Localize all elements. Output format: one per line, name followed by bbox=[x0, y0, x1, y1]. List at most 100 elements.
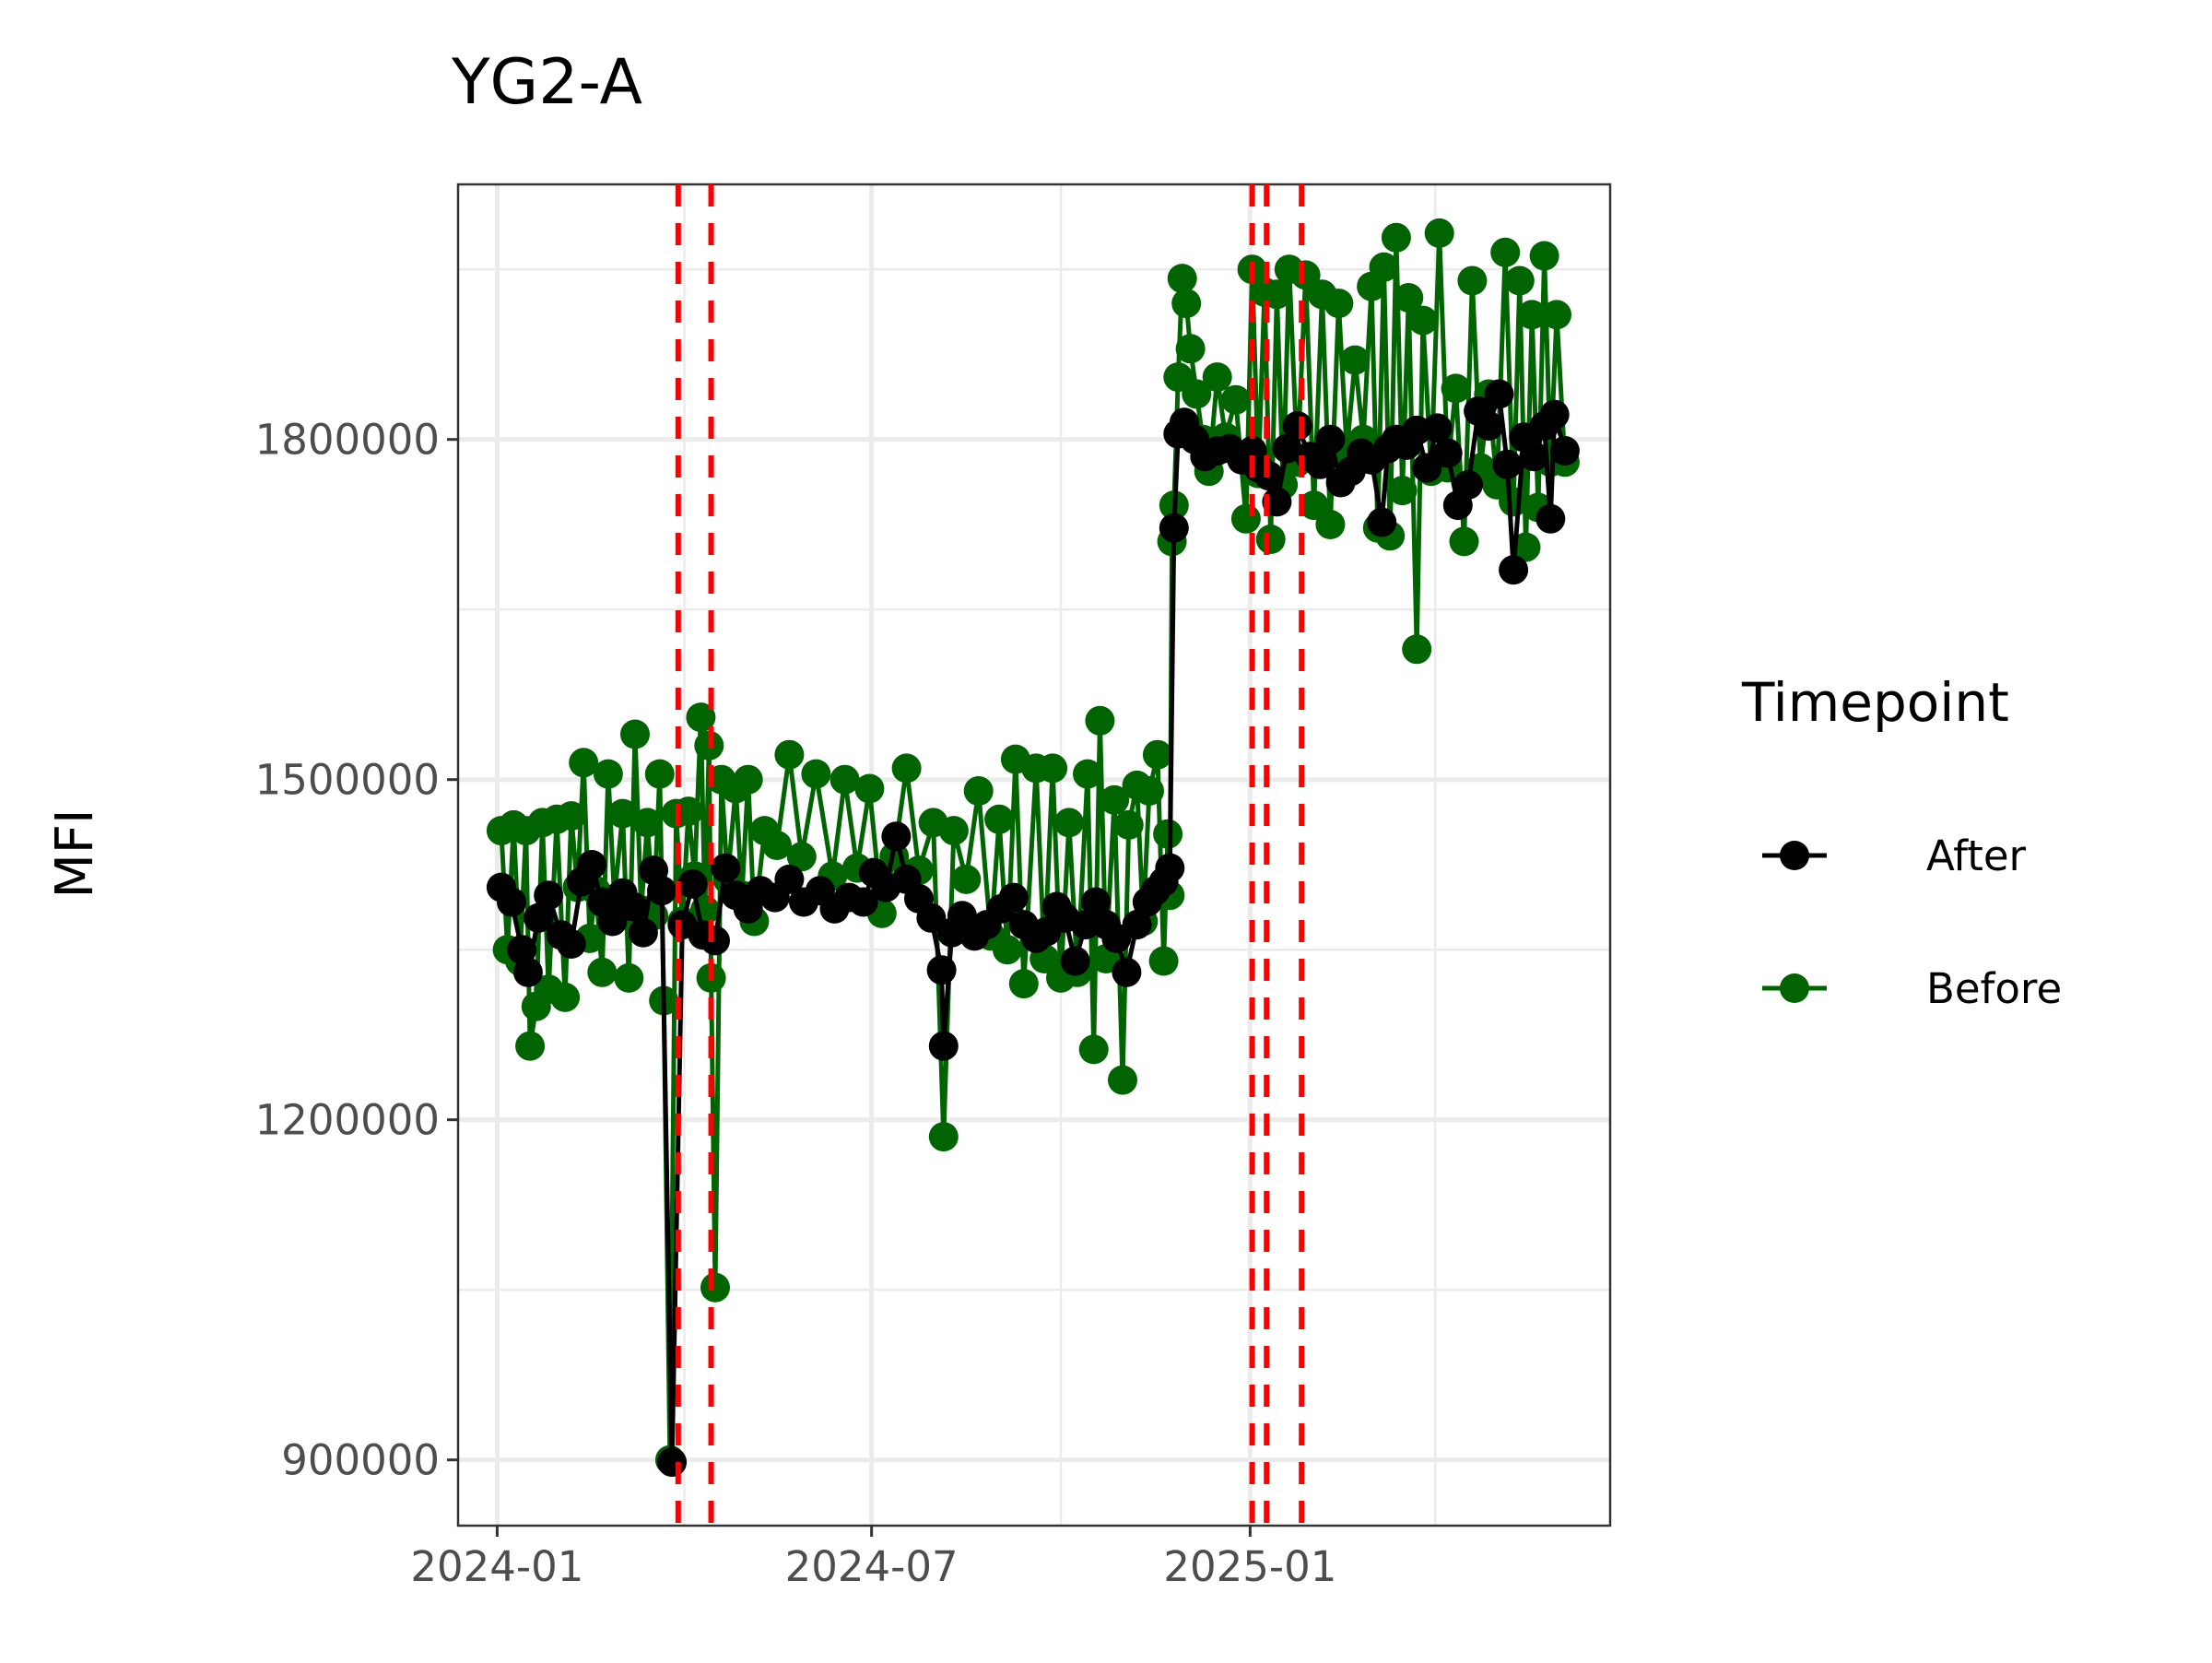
data-point-after bbox=[1122, 910, 1152, 940]
data-point-before bbox=[686, 702, 716, 733]
legend-title: Timepoint bbox=[1741, 671, 2009, 734]
data-point-after bbox=[497, 887, 526, 917]
data-point-before bbox=[801, 759, 831, 789]
data-point-before bbox=[1167, 264, 1197, 294]
data-point-after bbox=[1453, 469, 1483, 500]
data-point-after bbox=[1155, 853, 1185, 883]
data-point-before bbox=[1142, 739, 1172, 770]
data-point-after bbox=[916, 902, 947, 933]
data-point-before bbox=[1262, 279, 1292, 310]
data-point-before bbox=[1073, 759, 1102, 789]
data-point-before bbox=[928, 1122, 959, 1152]
data-point-before bbox=[1008, 969, 1039, 999]
data-point-after bbox=[1315, 424, 1346, 454]
data-point-before bbox=[1529, 241, 1559, 271]
data-point-before bbox=[830, 764, 860, 795]
data-point-after bbox=[628, 917, 658, 948]
data-point-before bbox=[569, 748, 599, 778]
data-point-after bbox=[998, 882, 1029, 913]
data-point-before bbox=[762, 831, 792, 860]
data-point-after bbox=[1432, 438, 1463, 468]
data-point-before bbox=[1441, 373, 1471, 404]
series-layer bbox=[486, 218, 1580, 1478]
data-point-after bbox=[524, 902, 554, 933]
data-point-before bbox=[1511, 532, 1541, 562]
data-point-after bbox=[1367, 507, 1397, 537]
data-point-before bbox=[938, 816, 969, 846]
data-point-after bbox=[597, 906, 628, 937]
data-point-before bbox=[1499, 487, 1529, 517]
x-tick-label: 2025-01 bbox=[1163, 1542, 1336, 1591]
legend-label: After bbox=[1926, 832, 2027, 880]
data-point-before bbox=[556, 801, 586, 832]
data-point-before bbox=[607, 798, 638, 829]
chart-title: YG2-A bbox=[451, 46, 642, 119]
data-point-before bbox=[993, 935, 1022, 965]
data-point-before bbox=[1381, 222, 1411, 253]
data-point-before bbox=[1175, 334, 1206, 364]
series-before bbox=[486, 218, 1580, 1475]
data-point-before bbox=[593, 759, 623, 789]
data-point-before bbox=[1394, 283, 1424, 313]
data-point-before bbox=[1085, 705, 1115, 736]
data-point-before bbox=[733, 764, 763, 795]
data-point-after bbox=[926, 955, 957, 985]
data-point-before bbox=[1100, 784, 1130, 815]
data-point-before bbox=[700, 1272, 730, 1303]
data-point-after bbox=[774, 864, 805, 894]
data-point-before bbox=[1153, 819, 1183, 849]
data-point-after bbox=[1492, 449, 1523, 479]
y-axis-title: MFI bbox=[45, 808, 105, 898]
data-point-after bbox=[556, 929, 586, 959]
data-point-before bbox=[854, 773, 885, 804]
data-point-before bbox=[1038, 753, 1068, 784]
data-point-after bbox=[1519, 442, 1549, 472]
legend-key-marker bbox=[1780, 973, 1809, 1003]
data-point-before bbox=[1113, 809, 1144, 840]
data-point-before bbox=[1108, 1065, 1137, 1095]
data-point-before bbox=[1171, 289, 1202, 319]
data-point-after bbox=[534, 880, 564, 911]
data-point-before bbox=[1315, 510, 1346, 539]
data-point-after bbox=[1272, 433, 1302, 464]
axes: 900000 1200000 1500000 1800000 2024-01 2024-0… bbox=[255, 416, 1337, 1591]
x-tick-label: 2024-01 bbox=[410, 1542, 583, 1591]
data-point-before bbox=[1220, 384, 1251, 415]
data-point-before bbox=[1449, 526, 1479, 557]
legend-label: Before bbox=[1926, 964, 2062, 1013]
data-point-before bbox=[587, 957, 618, 987]
data-point-after bbox=[848, 887, 878, 917]
data-point-before bbox=[1290, 260, 1321, 290]
legend-item-after: After bbox=[1762, 832, 2027, 880]
y-tick-label: 1200000 bbox=[255, 1096, 440, 1145]
data-point-before bbox=[515, 1031, 546, 1061]
series-line-before bbox=[499, 230, 1568, 1463]
x-tick-label: 2024-07 bbox=[785, 1542, 959, 1591]
data-point-before bbox=[1542, 300, 1571, 330]
data-point-before bbox=[774, 739, 805, 770]
data-point-after bbox=[711, 853, 741, 883]
data-point-before bbox=[614, 962, 644, 993]
data-point-before bbox=[963, 776, 994, 806]
data-point-before bbox=[674, 796, 703, 827]
y-tick-label: 1800000 bbox=[255, 416, 440, 465]
data-point-before bbox=[786, 842, 817, 872]
data-point-after bbox=[1282, 411, 1312, 441]
data-point-before bbox=[1424, 218, 1454, 248]
data-point-after bbox=[507, 935, 537, 965]
data-point-before bbox=[1299, 490, 1329, 521]
data-point-after bbox=[647, 876, 677, 906]
data-point-after bbox=[1081, 887, 1111, 917]
data-point-after bbox=[1474, 411, 1504, 441]
data-point-after bbox=[928, 1031, 959, 1061]
data-point-after bbox=[1484, 379, 1514, 409]
y-tick-label: 1500000 bbox=[255, 756, 440, 805]
data-point-after bbox=[1539, 399, 1570, 430]
data-point-before bbox=[1490, 237, 1521, 267]
data-point-before bbox=[984, 804, 1015, 834]
data-point-after bbox=[1159, 513, 1189, 543]
data-point-before bbox=[1407, 305, 1438, 336]
data-point-after bbox=[1549, 436, 1580, 466]
data-point-before bbox=[1078, 1034, 1109, 1065]
